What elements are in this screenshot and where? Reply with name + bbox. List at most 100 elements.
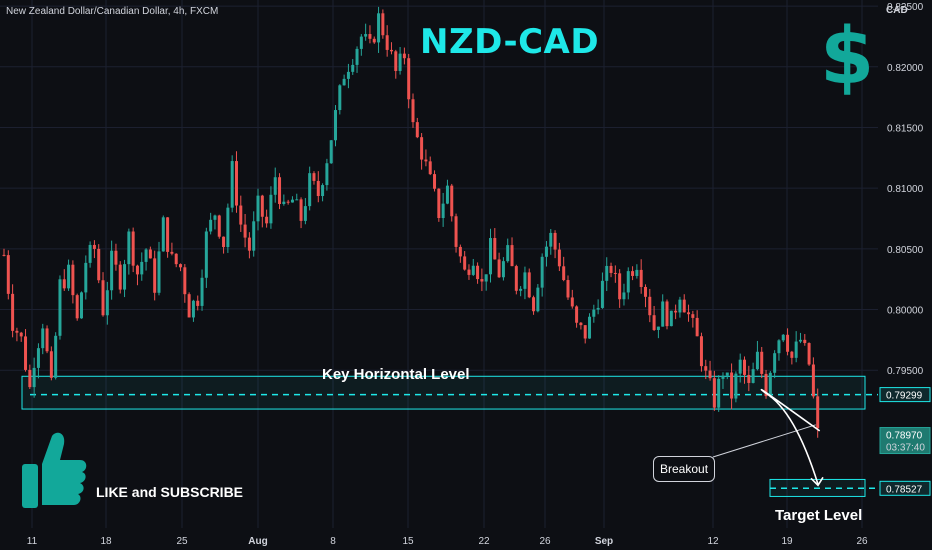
key-level-label: Key Horizontal Level <box>322 366 470 383</box>
target-level-label: Target Level <box>775 507 863 524</box>
candle-body <box>273 177 277 195</box>
y-tick-label: 0.80500 <box>887 245 924 256</box>
candle-body <box>402 53 406 59</box>
candle-body <box>84 262 88 293</box>
candle-body <box>536 287 540 312</box>
price-label-target: 0.78527 <box>886 484 923 495</box>
candle-body <box>514 266 518 291</box>
candle-body <box>389 49 393 52</box>
candle-body <box>256 195 260 222</box>
candle-body <box>445 185 449 204</box>
x-tick-label: 18 <box>100 536 112 547</box>
candle-body <box>562 266 566 281</box>
price-label-key-level: 0.79299 <box>886 391 923 402</box>
breakout-connector <box>712 424 816 458</box>
candle-body <box>54 335 58 378</box>
candle-body <box>88 244 92 263</box>
projection-path <box>712 388 824 487</box>
x-tick-label: 11 <box>27 536 38 547</box>
candle-body <box>355 48 359 65</box>
candle-body <box>605 265 609 281</box>
candle-body <box>553 232 557 250</box>
price-label-box-key-level <box>879 387 931 403</box>
candle-body <box>717 378 721 408</box>
candle-body <box>798 339 802 342</box>
candle-body <box>359 36 363 49</box>
candle-body <box>19 332 23 337</box>
candle-body <box>463 256 467 270</box>
candle-body <box>213 215 217 220</box>
candle-body <box>105 290 109 316</box>
candle-body <box>583 325 587 339</box>
x-tick-label: 26 <box>856 536 868 547</box>
candle-body <box>2 254 6 256</box>
candle-body <box>738 359 742 374</box>
candle-body <box>803 339 807 344</box>
candle-body <box>118 264 122 290</box>
candle-body <box>471 265 475 275</box>
candle-body <box>721 375 725 379</box>
candle-body <box>286 201 290 203</box>
candle-body <box>575 306 579 323</box>
candle-body <box>484 274 488 282</box>
y-tick-label: 0.80000 <box>887 306 924 317</box>
symbol-title: New Zealand Dollar/Canadian Dollar, 4h, … <box>6 6 219 17</box>
y-tick-label: 0.79500 <box>887 366 924 377</box>
candle-body <box>532 297 536 312</box>
candle-body <box>372 38 376 43</box>
candle-body <box>656 326 660 330</box>
candle-body <box>424 159 428 162</box>
candle-body <box>609 265 613 273</box>
candle-body <box>734 373 738 399</box>
candle-body <box>377 13 381 43</box>
candle-body <box>239 205 243 225</box>
candle-body <box>204 231 208 278</box>
candle-body <box>222 236 226 248</box>
candle-body <box>454 216 458 247</box>
candle-body <box>368 34 372 39</box>
candle-body <box>506 245 510 262</box>
candle-body <box>217 215 221 237</box>
candle-body <box>760 351 764 374</box>
candle-body <box>346 71 350 79</box>
candle-body <box>394 51 398 71</box>
candle-body <box>407 58 411 100</box>
candle-body <box>97 248 101 281</box>
candle-body <box>209 219 213 232</box>
candle-body <box>441 203 445 219</box>
candle-body <box>282 201 286 205</box>
projection-arrowhead <box>810 476 824 487</box>
x-tick-label: 19 <box>781 536 793 547</box>
candle-body <box>704 366 708 371</box>
x-tick-label: 12 <box>707 536 719 547</box>
candle-body <box>290 199 294 203</box>
candle-body <box>269 194 273 224</box>
candle-body <box>45 328 49 352</box>
candle-body <box>751 369 755 383</box>
price-label-box-target <box>879 480 931 496</box>
candle-body <box>325 163 329 186</box>
candle-body <box>114 250 118 265</box>
candle-body <box>260 195 264 217</box>
candle-body <box>338 85 342 111</box>
y-tick-label: 0.81500 <box>887 123 924 134</box>
candle-body <box>549 232 553 247</box>
candle-body <box>196 300 200 306</box>
thumbs-up-icon <box>22 432 87 508</box>
candle-body <box>622 292 626 300</box>
candle-body <box>312 173 316 181</box>
candle-body <box>816 396 820 429</box>
candle-body <box>437 188 441 219</box>
candle-body <box>807 343 811 365</box>
candle-body <box>433 174 437 189</box>
candle-body <box>381 13 385 36</box>
candle-body <box>665 301 669 327</box>
candle-body <box>364 34 368 37</box>
candle-body <box>32 367 36 388</box>
candle-body <box>488 238 492 275</box>
y-tick-label: 0.82000 <box>887 63 924 74</box>
candle-body <box>41 328 45 349</box>
candle-body <box>600 280 604 308</box>
candle-body <box>36 348 40 368</box>
